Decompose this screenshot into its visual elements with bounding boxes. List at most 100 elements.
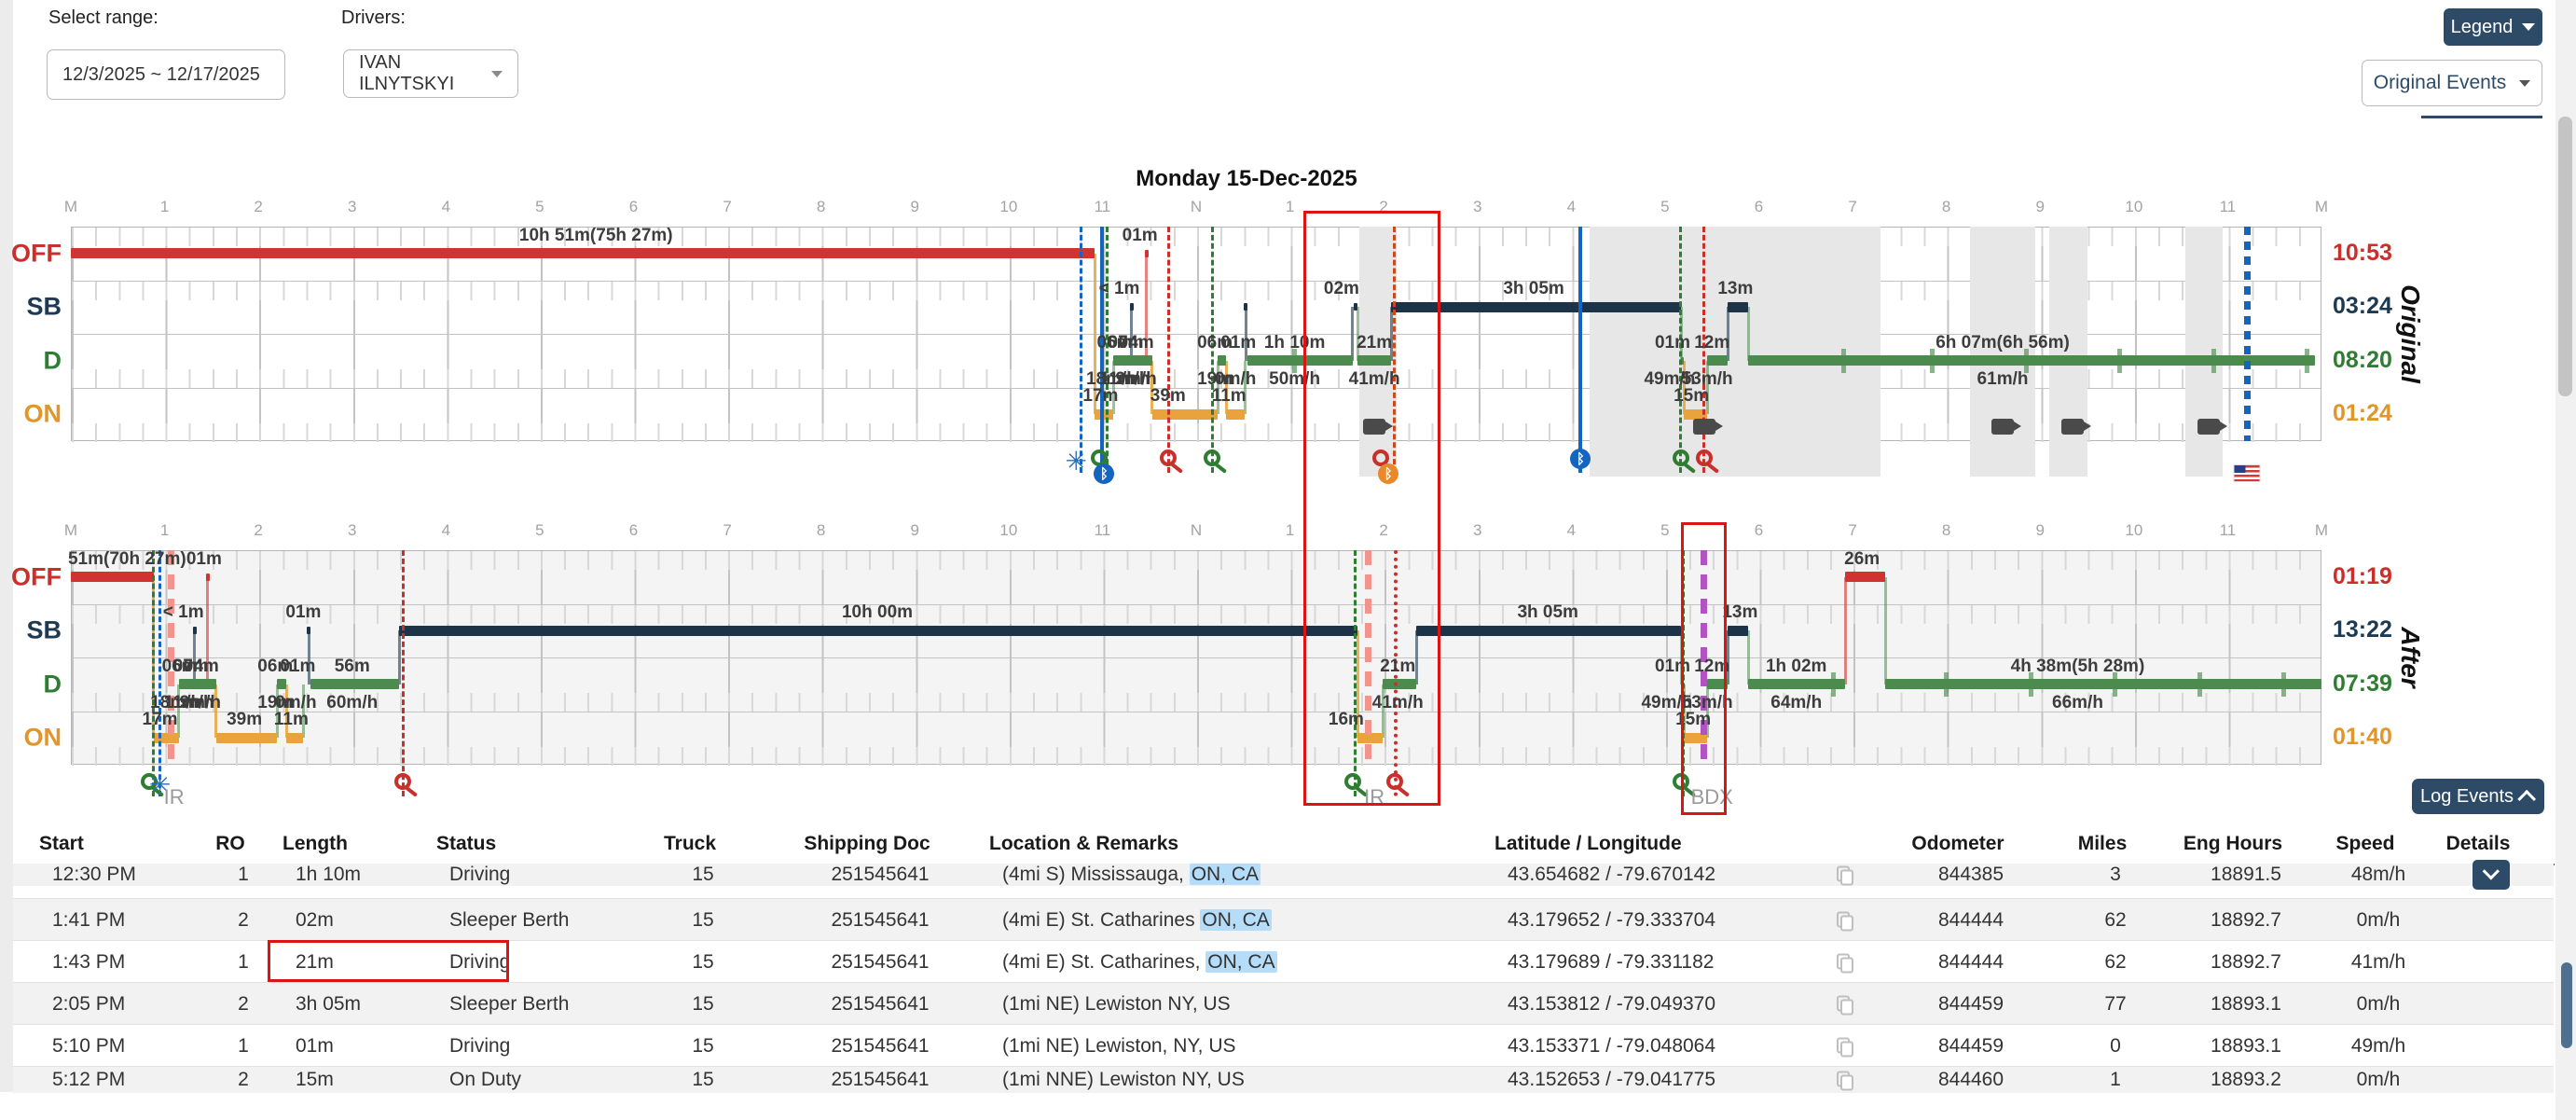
duration-label: 01m bbox=[1654, 332, 1690, 353]
table-row[interactable]: 5:10 PM 1 01m Driving 15 251545641 (1mi NE) Le… bbox=[13, 1024, 2554, 1067]
cell-length: 1h 10m bbox=[296, 864, 362, 885]
drivers-select[interactable]: IVAN ILNYTSKYI bbox=[343, 49, 518, 98]
cell-location: (4mi E) St. Catharines ON, CA bbox=[1002, 908, 1272, 931]
axis-hour-label: 3 bbox=[348, 521, 357, 539]
date-range-input[interactable]: 12/3/2025 ~ 12/17/2025 bbox=[47, 49, 285, 100]
table-scrollbar-thumb[interactable] bbox=[2561, 962, 2572, 1048]
details-expand-button[interactable] bbox=[2473, 860, 2510, 890]
hos-segment bbox=[1748, 679, 1846, 690]
axis-hour-label: 4 bbox=[1566, 521, 1577, 539]
mileage-tick bbox=[1292, 348, 1298, 373]
axis-hour-label: 9 bbox=[2035, 521, 2045, 539]
key-icon bbox=[1695, 449, 1721, 475]
panel-divider bbox=[2421, 116, 2542, 118]
table-row[interactable]: 12:30 PM 1 1h 10m Driving 15 251545641 (4mi S)… bbox=[13, 860, 2554, 890]
event-marker-line bbox=[1701, 550, 1708, 765]
status-connector bbox=[1351, 307, 1355, 361]
cell-status: Driving bbox=[449, 1034, 511, 1057]
legend-button-label: Legend bbox=[2450, 16, 2514, 37]
cell-location: (1mi NNE) Lewiston NY, US bbox=[1002, 1069, 1245, 1090]
hos-segment bbox=[399, 625, 1357, 636]
cell-eng-hours: 18892.7 bbox=[2211, 908, 2281, 931]
legend-button[interactable]: Legend bbox=[2444, 8, 2542, 46]
duration-label: 12m bbox=[1694, 332, 1730, 353]
cell-miles: 62 bbox=[2104, 950, 2127, 973]
chevron-up-icon bbox=[2517, 789, 2537, 809]
speed-label: 49m/h bbox=[1644, 368, 1696, 389]
axis-hour-label: 10 bbox=[2125, 198, 2143, 215]
page-scrollbar-thumb[interactable] bbox=[2558, 117, 2572, 396]
event-marker-line bbox=[2243, 227, 2251, 441]
status-connector bbox=[177, 684, 181, 739]
copy-icon[interactable] bbox=[1837, 995, 1853, 1015]
table-row[interactable]: 1:43 PM 1 21m Driving 15 251545641 (4mi E) St.… bbox=[13, 940, 2554, 983]
axis-hour-label: 11 bbox=[1094, 521, 1111, 539]
cell-odometer: 844460 bbox=[1937, 1069, 2004, 1090]
cell-eng-hours: 18893.1 bbox=[2211, 992, 2281, 1015]
table-row[interactable]: 1:41 PM 2 02m Sleeper Berth 15 251545641 (4mi … bbox=[13, 898, 2554, 941]
bluetooth-icon: ᛒ bbox=[1378, 463, 1399, 484]
chevron-down-icon bbox=[2519, 79, 2531, 87]
duration-label: 06m bbox=[257, 656, 294, 676]
copy-icon[interactable] bbox=[1837, 911, 1853, 931]
duration-label: 1h 10m bbox=[1263, 332, 1326, 353]
table-row[interactable]: 2:05 PM 2 3h 05m Sleeper Berth 15 251545641 (1… bbox=[13, 982, 2554, 1025]
highlight-band bbox=[2049, 227, 2087, 477]
status-connector bbox=[275, 684, 279, 739]
copy-icon[interactable] bbox=[1837, 953, 1853, 973]
key-icon bbox=[393, 772, 420, 798]
status-connector bbox=[1682, 360, 1686, 415]
axis-hour-label: 5 bbox=[535, 198, 544, 215]
duration-label: 4h 38m(5h 28m) bbox=[2010, 656, 2145, 676]
axis-hour-label: 11 bbox=[2219, 521, 2237, 539]
axis-hour-label: 5 bbox=[1660, 198, 1670, 215]
speed-label: 66m/h bbox=[2052, 692, 2103, 712]
cell-odometer: 844444 bbox=[1937, 908, 2004, 931]
cell-latlon: 43.153371 / -79.048064 bbox=[1508, 1034, 1716, 1057]
axis-hour-label: 8 bbox=[816, 521, 826, 539]
column-header: Shipping Doc bbox=[804, 833, 930, 854]
axis-hour-label: 1 bbox=[1285, 521, 1295, 539]
cell-shipping-doc: 251545641 bbox=[831, 1034, 930, 1057]
copy-icon[interactable] bbox=[1837, 865, 1853, 886]
status-connector bbox=[1111, 360, 1115, 415]
duration-label: 01m bbox=[1220, 332, 1257, 353]
duration-label: 3h 05m bbox=[1503, 279, 1564, 299]
mileage-tick bbox=[2117, 348, 2123, 373]
total-on: 01:24 bbox=[2333, 400, 2392, 427]
camera-icon bbox=[1363, 419, 1394, 435]
axis-hour-label: 2 bbox=[1379, 198, 1388, 215]
hos-segment bbox=[1885, 679, 2321, 690]
log-events-button[interactable]: Log Events bbox=[2412, 779, 2544, 814]
status-connector bbox=[1145, 253, 1149, 361]
copy-icon[interactable] bbox=[1837, 1071, 1853, 1091]
cell-start: 5:12 PM bbox=[52, 1069, 126, 1090]
key-icon bbox=[1203, 449, 1229, 475]
duration-label: 10h 00m bbox=[841, 602, 914, 623]
cell-speed: 48m/h bbox=[2350, 864, 2406, 885]
speed-label: 41m/h bbox=[1371, 692, 1424, 712]
events-type-dropdown[interactable]: Original Events bbox=[2362, 60, 2542, 106]
speed-label: 60m/h bbox=[326, 692, 379, 712]
scrollbar-track bbox=[2555, 0, 2576, 1120]
row-label-d: D bbox=[43, 346, 62, 375]
duration-label: 1h 02m bbox=[1765, 656, 1827, 676]
events-type-value: Original Events bbox=[2373, 72, 2507, 93]
duration-label: 17m bbox=[1082, 386, 1119, 407]
column-header: Eng Hours bbox=[2183, 833, 2283, 854]
column-header: Speed bbox=[2335, 833, 2395, 854]
axis-hour-label: 5 bbox=[1660, 521, 1670, 539]
hos-grid bbox=[71, 550, 2321, 766]
duration-label: 56m bbox=[334, 656, 370, 676]
cell-latlon: 43.179689 / -79.331182 bbox=[1508, 950, 1715, 973]
table-row[interactable]: 5:12 PM 2 15m On Duty 15 251545641 (1mi NNE) L… bbox=[13, 1066, 2554, 1093]
copy-icon[interactable] bbox=[1837, 1037, 1853, 1057]
duration-label: 39m bbox=[1150, 386, 1186, 407]
row-label-off: OFF bbox=[11, 239, 62, 268]
cell-length: 15m bbox=[296, 1069, 334, 1090]
bluetooth-icon: ᛒ bbox=[1094, 463, 1115, 484]
cell-speed: 49m/h bbox=[2350, 1034, 2406, 1057]
mileage-tick bbox=[2028, 671, 2033, 697]
event-marker-line bbox=[1702, 227, 1706, 473]
speed-label: 53m/h bbox=[1681, 368, 1733, 389]
